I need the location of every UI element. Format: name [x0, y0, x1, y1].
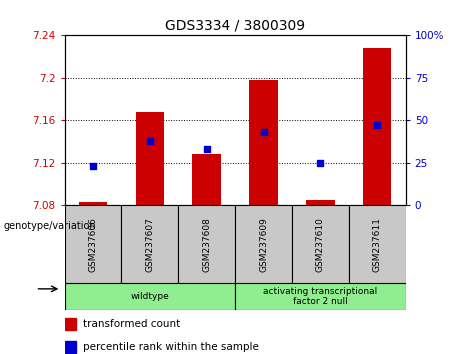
Point: [317, 160, 324, 166]
Point: [89, 164, 97, 169]
Title: GDS3334 / 3800309: GDS3334 / 3800309: [165, 19, 305, 33]
Text: wildtype: wildtype: [130, 292, 169, 301]
Bar: [349, 205, 406, 283]
Bar: [65, 341, 77, 353]
Bar: [363, 48, 391, 205]
Bar: [65, 318, 77, 331]
Text: GSM237611: GSM237611: [373, 217, 382, 272]
Text: transformed count: transformed count: [83, 319, 181, 329]
Bar: [65, 283, 235, 310]
Bar: [249, 80, 278, 205]
Bar: [193, 154, 221, 205]
Point: [260, 130, 267, 135]
Text: activating transcriptional
factor 2 null: activating transcriptional factor 2 null: [263, 287, 378, 306]
Text: GSM237610: GSM237610: [316, 217, 325, 272]
Text: GSM237607: GSM237607: [145, 217, 154, 272]
Point: [373, 122, 381, 128]
Bar: [306, 200, 335, 205]
Text: GSM237609: GSM237609: [259, 217, 268, 272]
Bar: [121, 205, 178, 283]
Bar: [178, 205, 235, 283]
Text: GSM237608: GSM237608: [202, 217, 211, 272]
Bar: [79, 202, 107, 205]
Bar: [292, 205, 349, 283]
Text: percentile rank within the sample: percentile rank within the sample: [83, 342, 259, 352]
Point: [146, 138, 154, 144]
Point: [203, 147, 210, 152]
Text: GSM237606: GSM237606: [89, 217, 97, 272]
Text: genotype/variation: genotype/variation: [3, 221, 96, 231]
Bar: [65, 205, 121, 283]
Bar: [136, 112, 164, 205]
Bar: [235, 205, 292, 283]
Bar: [235, 283, 406, 310]
